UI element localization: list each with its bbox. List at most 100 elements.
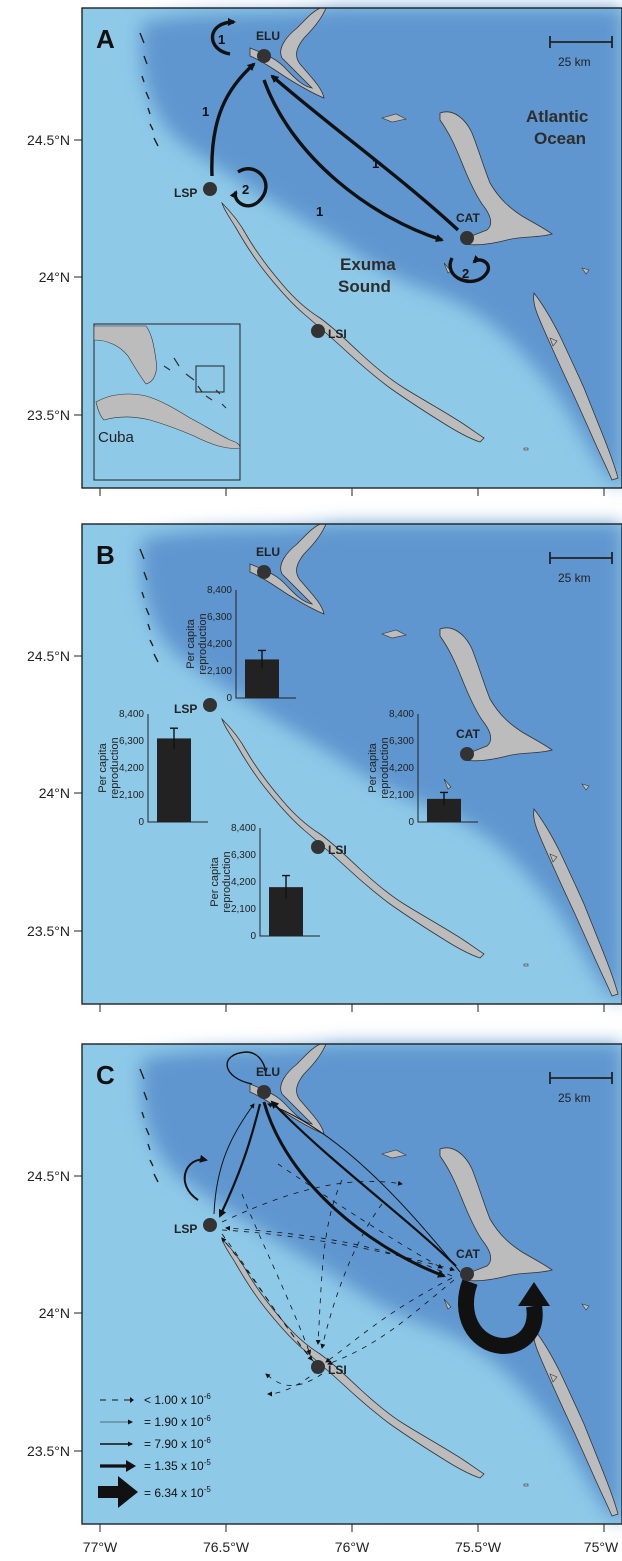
site-label-lsp: LSP bbox=[174, 186, 197, 200]
svg-text:= 6.34 x 10-5: = 6.34 x 10-5 bbox=[144, 1485, 211, 1500]
connectivity-arrows bbox=[183, 1051, 550, 1397]
chart-tick-label: 8,400 bbox=[389, 709, 414, 720]
bar-chart-cat: 8,400 6,300 4,200 2,100 0 Per capitareproduct… bbox=[367, 709, 478, 828]
lat-tick-label: 23.5°N bbox=[27, 923, 70, 939]
cat-self-loop bbox=[448, 254, 491, 284]
bar-chart-lsp: 8,400 6,300 4,200 2,100 0 Per capitareproduct… bbox=[97, 709, 208, 828]
longitude-axis: 77°W 76.5°W 76°W 75.5°W 75°W bbox=[83, 1539, 619, 1555]
lon-tick-label: 75.5°W bbox=[455, 1539, 502, 1555]
site-marker-lsi bbox=[311, 324, 325, 338]
site-marker-lsi bbox=[311, 840, 325, 854]
chart-error-bar bbox=[440, 791, 448, 806]
scale-bar: 25 km bbox=[549, 552, 613, 585]
legend-item: < 1.00 x 10-6 bbox=[100, 1392, 211, 1407]
scale-label: 25 km bbox=[558, 55, 591, 69]
lat-tick-label: 23.5°N bbox=[27, 407, 70, 423]
svg-text:= 1.90 x 10-6: = 1.90 x 10-6 bbox=[144, 1414, 211, 1429]
panel-a: A 25 km Atlantic Ocean Exuma Sound 1 1 1… bbox=[81, 7, 622, 489]
svg-text:< 1.00 x 10-6: < 1.00 x 10-6 bbox=[144, 1392, 211, 1407]
panel-c: C 25 km bbox=[81, 1043, 622, 1525]
chart-ylabel: Per capitareproduction bbox=[209, 851, 233, 912]
site-marker-elu bbox=[257, 565, 271, 579]
chart-ylabel: Per capitareproduction bbox=[185, 613, 209, 674]
chart-tick-label: 8,400 bbox=[207, 585, 232, 596]
svg-text:= 1.35 x 10-5: = 1.35 x 10-5 bbox=[144, 1458, 211, 1473]
site-marker-lsp bbox=[203, 1218, 217, 1232]
site-label-lsp: LSP bbox=[174, 1222, 197, 1236]
legend-exponent: -5 bbox=[204, 1485, 212, 1494]
cat-self-loop bbox=[458, 1279, 543, 1355]
chart-tick-label: 2,100 bbox=[207, 666, 232, 677]
site-marker-elu bbox=[257, 49, 271, 63]
site-label-lsp: LSP bbox=[174, 702, 197, 716]
chart-tick-label: 0 bbox=[138, 817, 144, 828]
legend-text: < 1.00 x 10 bbox=[144, 1393, 204, 1407]
lon-tick-label: 77°W bbox=[83, 1539, 118, 1555]
site-marker-lsp bbox=[203, 182, 217, 196]
inset-label: Cuba bbox=[98, 429, 135, 446]
chart-tick-label: 0 bbox=[226, 693, 232, 704]
site-label-cat: CAT bbox=[456, 211, 480, 225]
site-marker-lsp bbox=[203, 698, 217, 712]
chart-error-bar bbox=[282, 874, 290, 899]
latitude-axis-a: 24.5°N 24°N 23.5°N bbox=[27, 132, 82, 423]
lat-tick-label: 23.5°N bbox=[27, 1443, 70, 1459]
bar-chart-lsi: 8,400 6,300 4,200 2,100 0 Per capitareproduct… bbox=[209, 823, 320, 942]
scale-label: 25 km bbox=[558, 571, 591, 585]
legend: < 1.00 x 10-6 = 1.90 x 10-6 = 7.90 x 10-… bbox=[98, 1392, 211, 1508]
ocean-label-line2: Ocean bbox=[534, 129, 586, 148]
sites: ELU LSP CAT LSI bbox=[174, 545, 480, 857]
lsp-self-loop bbox=[229, 167, 268, 208]
lat-tick-label: 24.5°N bbox=[27, 132, 70, 148]
legend-exponent: -6 bbox=[204, 1392, 212, 1401]
flow-label-lsp-elu: 1 bbox=[202, 104, 209, 119]
legend-text: = 6.34 x 10 bbox=[144, 1486, 204, 1500]
elu-self-loop bbox=[226, 1051, 268, 1085]
site-label-lsi: LSI bbox=[328, 327, 347, 341]
lon-tick-label: 76.5°W bbox=[203, 1539, 250, 1555]
lsp-self-loop bbox=[183, 1154, 208, 1201]
lat-tick-label: 24°N bbox=[39, 1305, 70, 1321]
legend-text: = 1.35 x 10 bbox=[144, 1459, 204, 1473]
latitude-axis-b: 24.5°N 24°N 23.5°N bbox=[27, 648, 82, 939]
chart-tick-label: 4,200 bbox=[119, 763, 144, 774]
lon-tick-label: 75°W bbox=[584, 1539, 619, 1555]
chart-error-bar bbox=[258, 649, 266, 669]
sites: ELU LSP CAT LSI bbox=[174, 1065, 480, 1377]
bar-charts: 8,400 6,300 4,200 2,100 0 Per capitareproduct… bbox=[97, 585, 478, 942]
legend-text: = 1.90 x 10 bbox=[144, 1415, 204, 1429]
site-label-cat: CAT bbox=[456, 727, 480, 741]
scale-label: 25 km bbox=[558, 1091, 591, 1105]
chart-tick-label: 8,400 bbox=[119, 709, 144, 720]
chart-tick-label: 6,300 bbox=[231, 850, 256, 861]
chart-tick-label: 0 bbox=[408, 817, 414, 828]
panel-label: C bbox=[96, 1060, 115, 1090]
chart-bar bbox=[427, 798, 461, 822]
site-label-elu: ELU bbox=[256, 29, 280, 43]
lat-tick-label: 24.5°N bbox=[27, 648, 70, 664]
elu-self-loop bbox=[210, 18, 236, 56]
site-marker-cat bbox=[460, 231, 474, 245]
scale-bar: 25 km bbox=[549, 1072, 613, 1105]
lat-tick-label: 24°N bbox=[39, 785, 70, 801]
chart-tick-label: 2,100 bbox=[231, 904, 256, 915]
chart-bar bbox=[157, 738, 191, 822]
chart-ylabel: Per capitareproduction bbox=[97, 737, 121, 798]
site-marker-cat bbox=[460, 747, 474, 761]
legend-exponent: -6 bbox=[204, 1414, 212, 1423]
legend-item: = 1.35 x 10-5 bbox=[100, 1458, 211, 1473]
site-label-lsi: LSI bbox=[328, 843, 347, 857]
bar-chart-elu: 8,400 6,300 4,200 2,100 0 Per capitareproduct… bbox=[185, 585, 296, 704]
panel-b: B 25 km ELU LSP CAT LSI 8,400 6,300 4,200 2… bbox=[81, 523, 622, 1005]
flow-label-lsp-self: 2 bbox=[242, 182, 249, 197]
svg-text:= 7.90 x 10-6: = 7.90 x 10-6 bbox=[144, 1436, 211, 1451]
site-marker-lsi bbox=[311, 1360, 325, 1374]
latitude-axis-c: 24.5°N 24°N 23.5°N bbox=[27, 1168, 82, 1459]
site-label-lsi: LSI bbox=[328, 1363, 347, 1377]
flow-label-elu-cat: 1 bbox=[316, 204, 323, 219]
longitude-ticks bbox=[99, 488, 605, 1532]
chart-tick-label: 4,200 bbox=[389, 763, 414, 774]
chart-tick-label: 6,300 bbox=[389, 736, 414, 747]
sites: ELU LSP CAT LSI bbox=[174, 29, 480, 341]
